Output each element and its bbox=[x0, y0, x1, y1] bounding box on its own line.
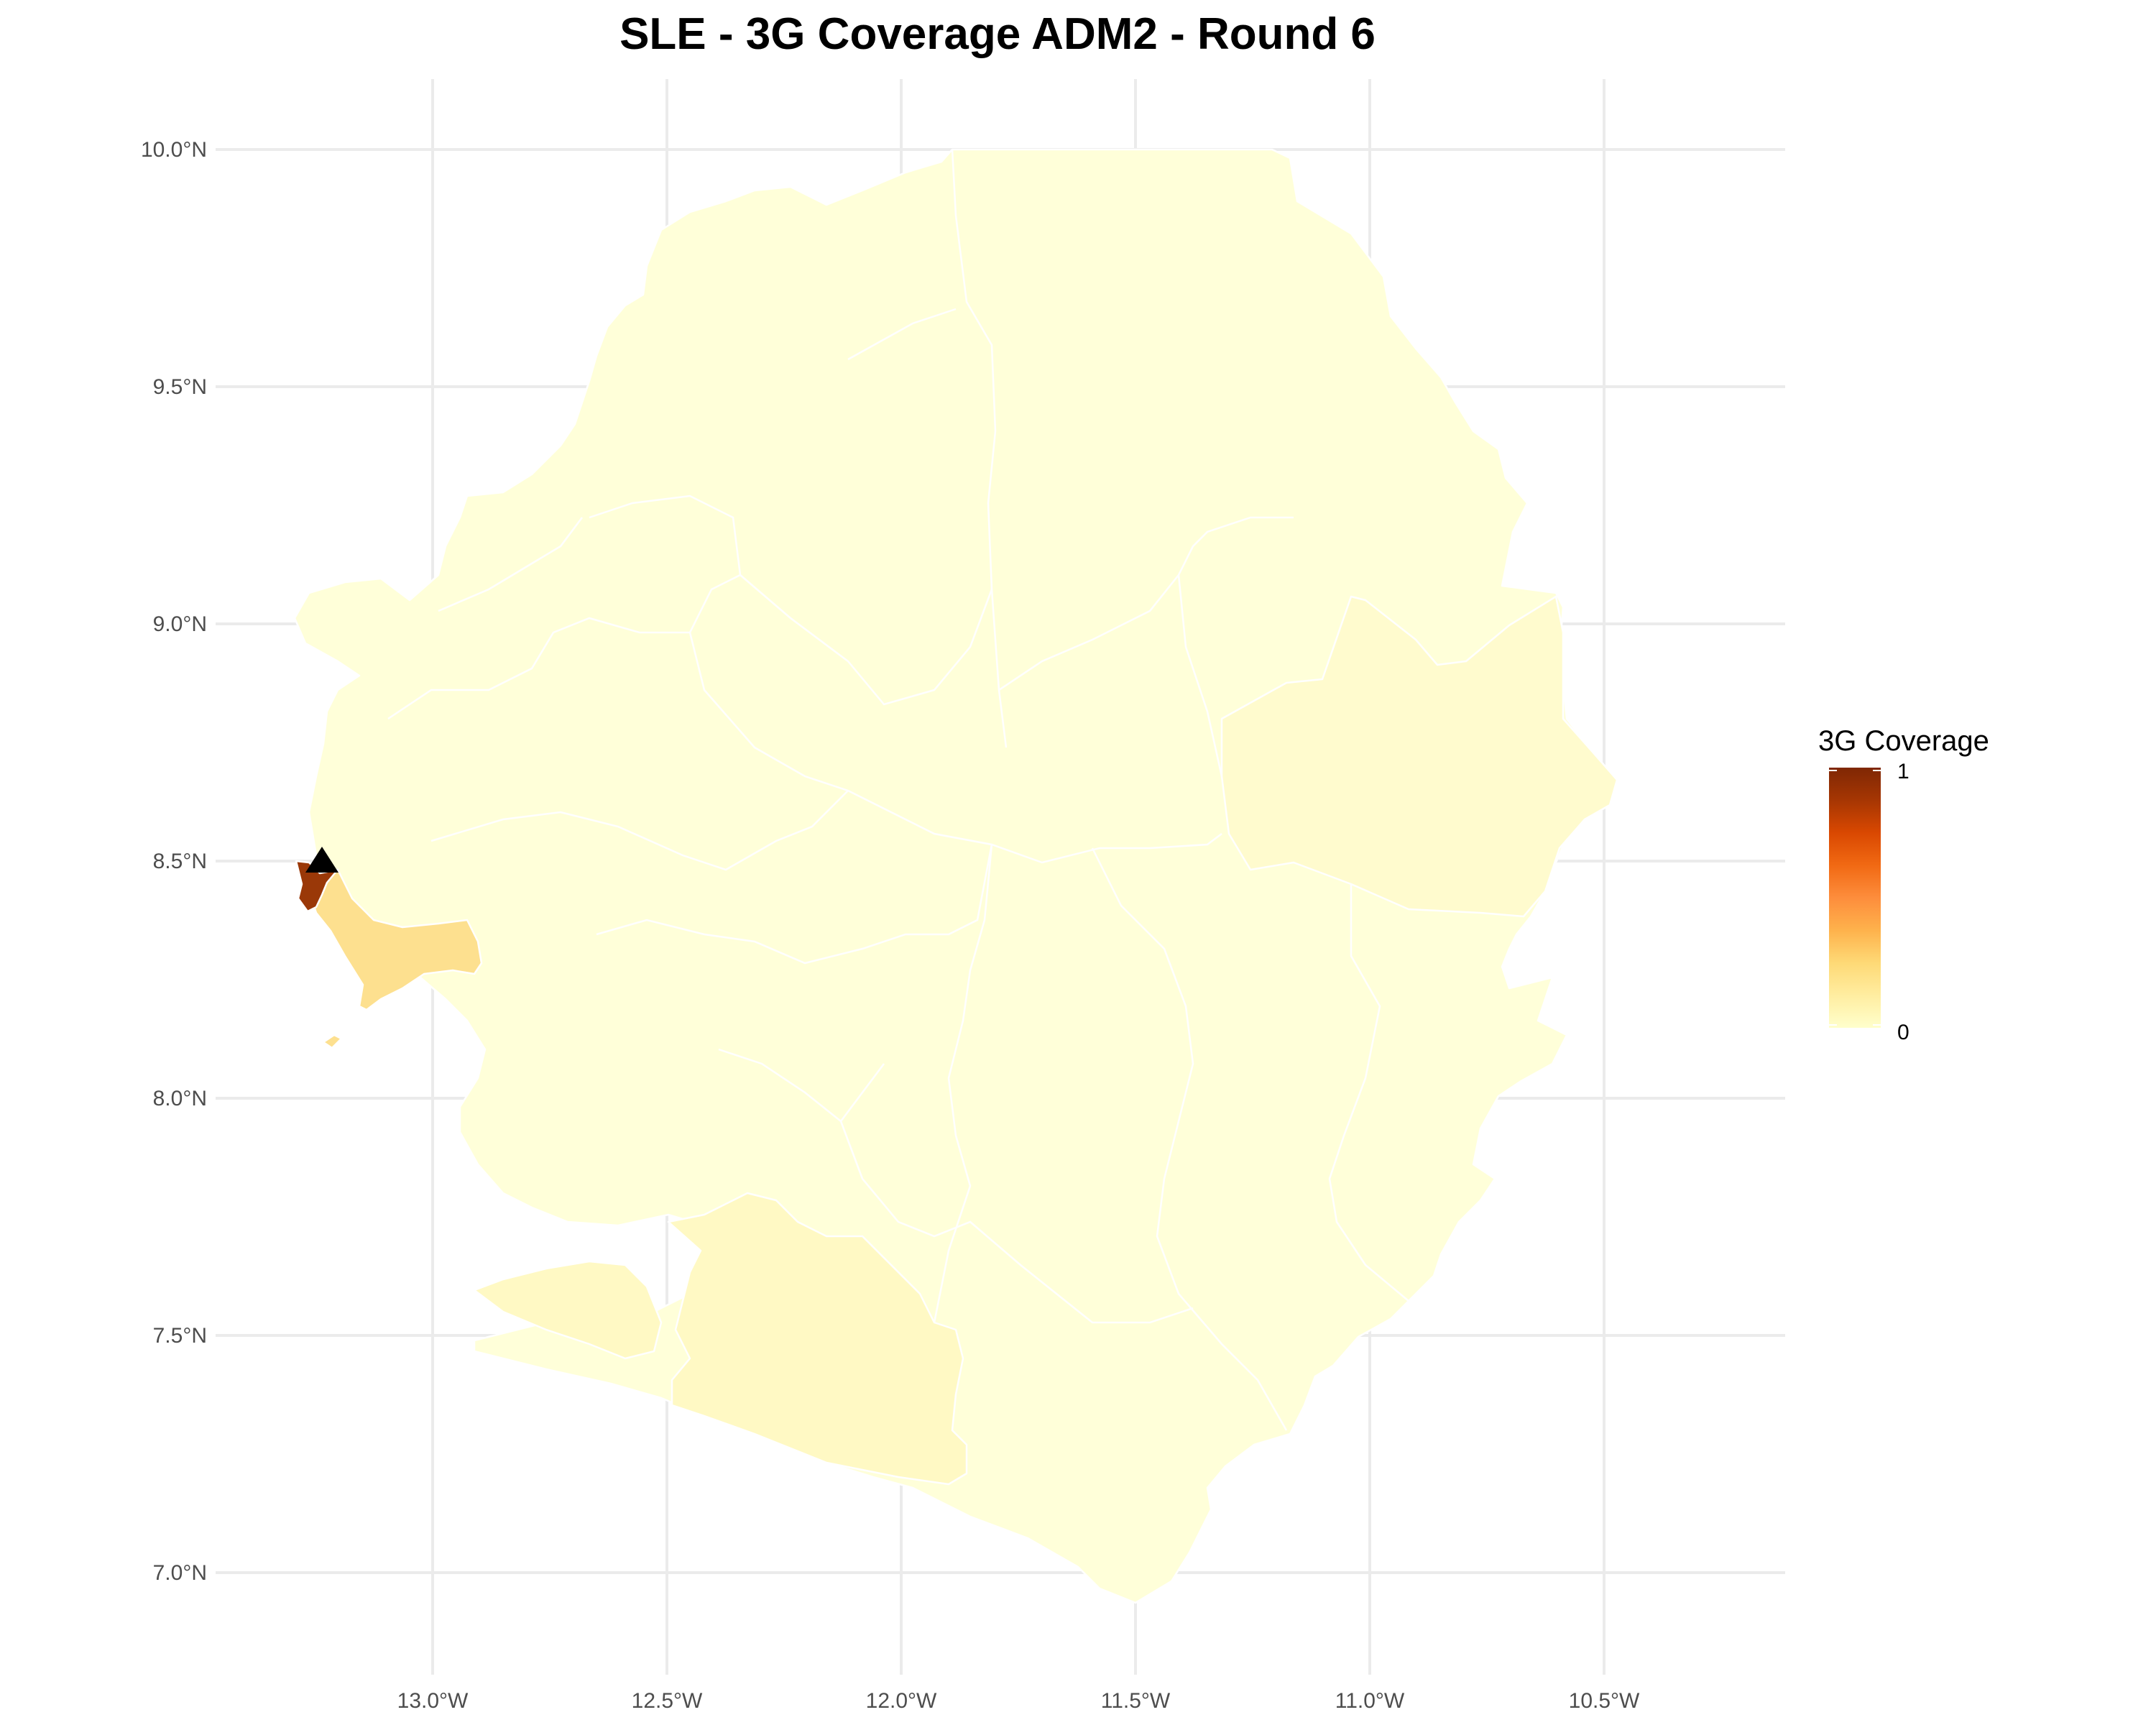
district-bonthe-island bbox=[473, 1260, 663, 1360]
y-tick-label-7-5: 7.5°N bbox=[153, 1324, 207, 1348]
x-tick-label-11-5: 11.5°W bbox=[1101, 1689, 1171, 1713]
western-rural-islet bbox=[322, 1034, 343, 1049]
y-axis: 10.0°N 9.5°N 9.0°N 8.5°N 8.0°N 7.5°N 7.0… bbox=[141, 138, 207, 1585]
district-western-rural bbox=[306, 868, 483, 1011]
x-tick-label-12: 12.0°W bbox=[866, 1689, 937, 1713]
x-tick-label-10-5: 10.5°W bbox=[1569, 1689, 1640, 1713]
legend-colorbar bbox=[1829, 768, 1881, 1028]
legend-label-min: 0 bbox=[1897, 1021, 1909, 1044]
y-tick-label-9: 9.0°N bbox=[153, 612, 207, 636]
x-axis: 13.0°W 12.5°W 12.0°W 11.5°W 11.0°W 10.5°… bbox=[397, 1689, 1640, 1713]
y-tick-label-7: 7.0°N bbox=[153, 1561, 207, 1585]
x-tick-label-11: 11.0°W bbox=[1335, 1689, 1405, 1713]
legend-title: 3G Coverage bbox=[1818, 725, 1989, 757]
map-title: SLE - 3G Coverage ADM2 - Round 6 bbox=[619, 9, 1376, 59]
district-polygons bbox=[293, 148, 1618, 1604]
x-tick-label-13: 13.0°W bbox=[397, 1689, 469, 1713]
legend-label-max: 1 bbox=[1897, 760, 1909, 783]
legend: 3G Coverage 1 0 bbox=[1818, 725, 1989, 1044]
y-tick-label-10: 10.0°N bbox=[141, 138, 207, 162]
location-marker-triangle bbox=[305, 847, 338, 873]
district-bonthe bbox=[667, 1192, 968, 1486]
x-tick-label-12-5: 12.5°W bbox=[632, 1689, 703, 1713]
y-tick-label-8: 8.0°N bbox=[153, 1087, 207, 1110]
district-kailahun bbox=[1220, 595, 1618, 918]
y-tick-label-9-5: 9.5°N bbox=[153, 375, 207, 399]
district-boundaries bbox=[387, 149, 1409, 1431]
y-tick-label-8-5: 8.5°N bbox=[153, 850, 207, 873]
